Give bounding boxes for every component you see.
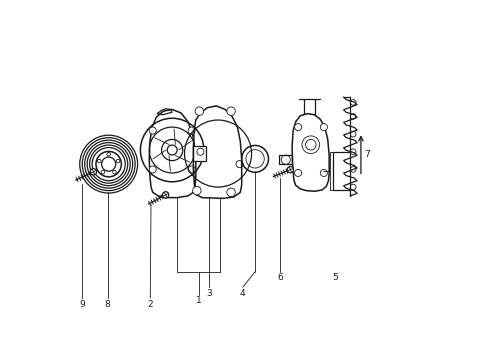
Text: 5: 5 <box>332 273 338 282</box>
Circle shape <box>188 166 195 173</box>
Text: 6: 6 <box>276 273 282 282</box>
Circle shape <box>320 123 327 131</box>
Circle shape <box>294 170 301 176</box>
Circle shape <box>195 107 203 116</box>
Circle shape <box>294 123 301 131</box>
Circle shape <box>162 192 168 198</box>
Circle shape <box>192 186 201 195</box>
Circle shape <box>149 127 156 134</box>
Text: 1: 1 <box>195 296 201 305</box>
Text: 8: 8 <box>104 300 110 309</box>
Text: 4: 4 <box>239 289 244 298</box>
Circle shape <box>188 127 195 134</box>
Circle shape <box>149 166 156 173</box>
Circle shape <box>90 168 97 175</box>
Text: 7: 7 <box>364 150 369 159</box>
Circle shape <box>226 107 235 116</box>
Circle shape <box>320 170 327 176</box>
Polygon shape <box>193 147 205 161</box>
Circle shape <box>226 188 235 197</box>
Text: 3: 3 <box>206 289 212 298</box>
Circle shape <box>286 166 293 173</box>
Text: 2: 2 <box>147 300 153 309</box>
Text: 9: 9 <box>79 300 85 309</box>
